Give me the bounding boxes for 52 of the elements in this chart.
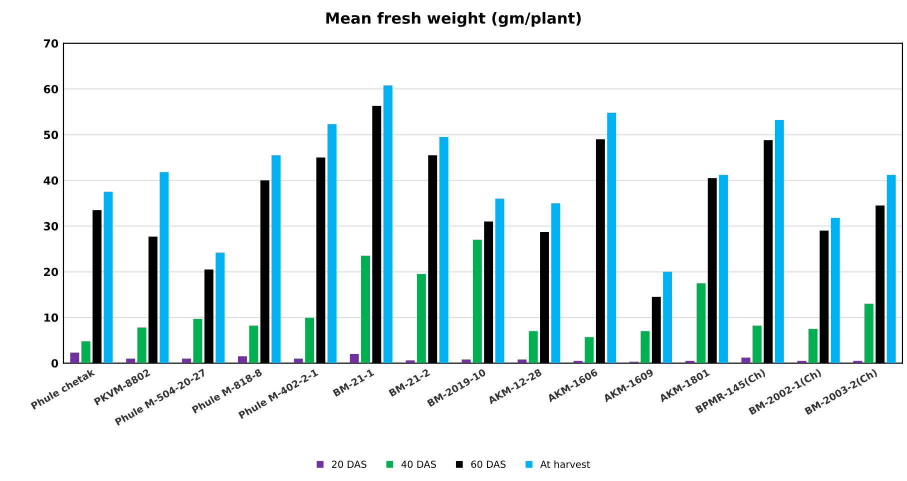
bar <box>774 120 784 364</box>
y-tick-label: 40 <box>44 176 58 185</box>
bar <box>81 341 90 364</box>
bar <box>294 358 303 364</box>
bar <box>216 252 225 364</box>
legend-label: At harvest <box>540 460 590 468</box>
bar <box>249 326 258 364</box>
y-tick-label: 60 <box>44 84 58 94</box>
bar <box>528 331 538 364</box>
bar <box>830 218 840 364</box>
bar <box>272 155 281 364</box>
bar <box>126 358 136 364</box>
legend-label: 40 DAS <box>401 460 436 468</box>
bar <box>696 283 706 364</box>
bar <box>808 328 818 364</box>
chart-title: Mean fresh weight (gm/plant) <box>326 12 581 27</box>
y-tick-label: 20 <box>44 268 58 276</box>
bar <box>864 304 874 364</box>
bar <box>663 272 672 364</box>
bar <box>518 360 527 364</box>
bar <box>182 358 192 364</box>
legend-label: 20 DAS <box>332 460 366 468</box>
bar <box>305 318 314 364</box>
bar <box>472 240 482 364</box>
bar <box>462 360 471 364</box>
bar <box>416 274 426 364</box>
bar <box>160 172 169 364</box>
bar <box>439 136 448 364</box>
bar <box>607 112 616 364</box>
bar <box>719 174 728 364</box>
bar <box>551 203 560 364</box>
bar <box>886 174 896 364</box>
bar <box>350 354 359 364</box>
bar <box>640 331 650 364</box>
bar <box>104 192 113 364</box>
legend-label: 60 DAS <box>471 460 506 468</box>
bar <box>193 318 202 364</box>
y-tick-label: 50 <box>44 130 58 140</box>
bar <box>70 352 80 364</box>
y-tick-label: 0 <box>51 359 58 368</box>
y-tick-label: 10 <box>44 313 58 322</box>
bar <box>741 358 750 364</box>
y-tick-label: 70 <box>44 39 58 48</box>
bar <box>752 326 762 364</box>
bar <box>584 337 594 364</box>
bar <box>383 85 392 364</box>
bar <box>327 124 336 364</box>
bar <box>495 198 504 364</box>
y-tick-label: 30 <box>44 222 58 230</box>
bar <box>238 356 247 364</box>
bar <box>137 328 146 364</box>
bar <box>361 256 370 364</box>
